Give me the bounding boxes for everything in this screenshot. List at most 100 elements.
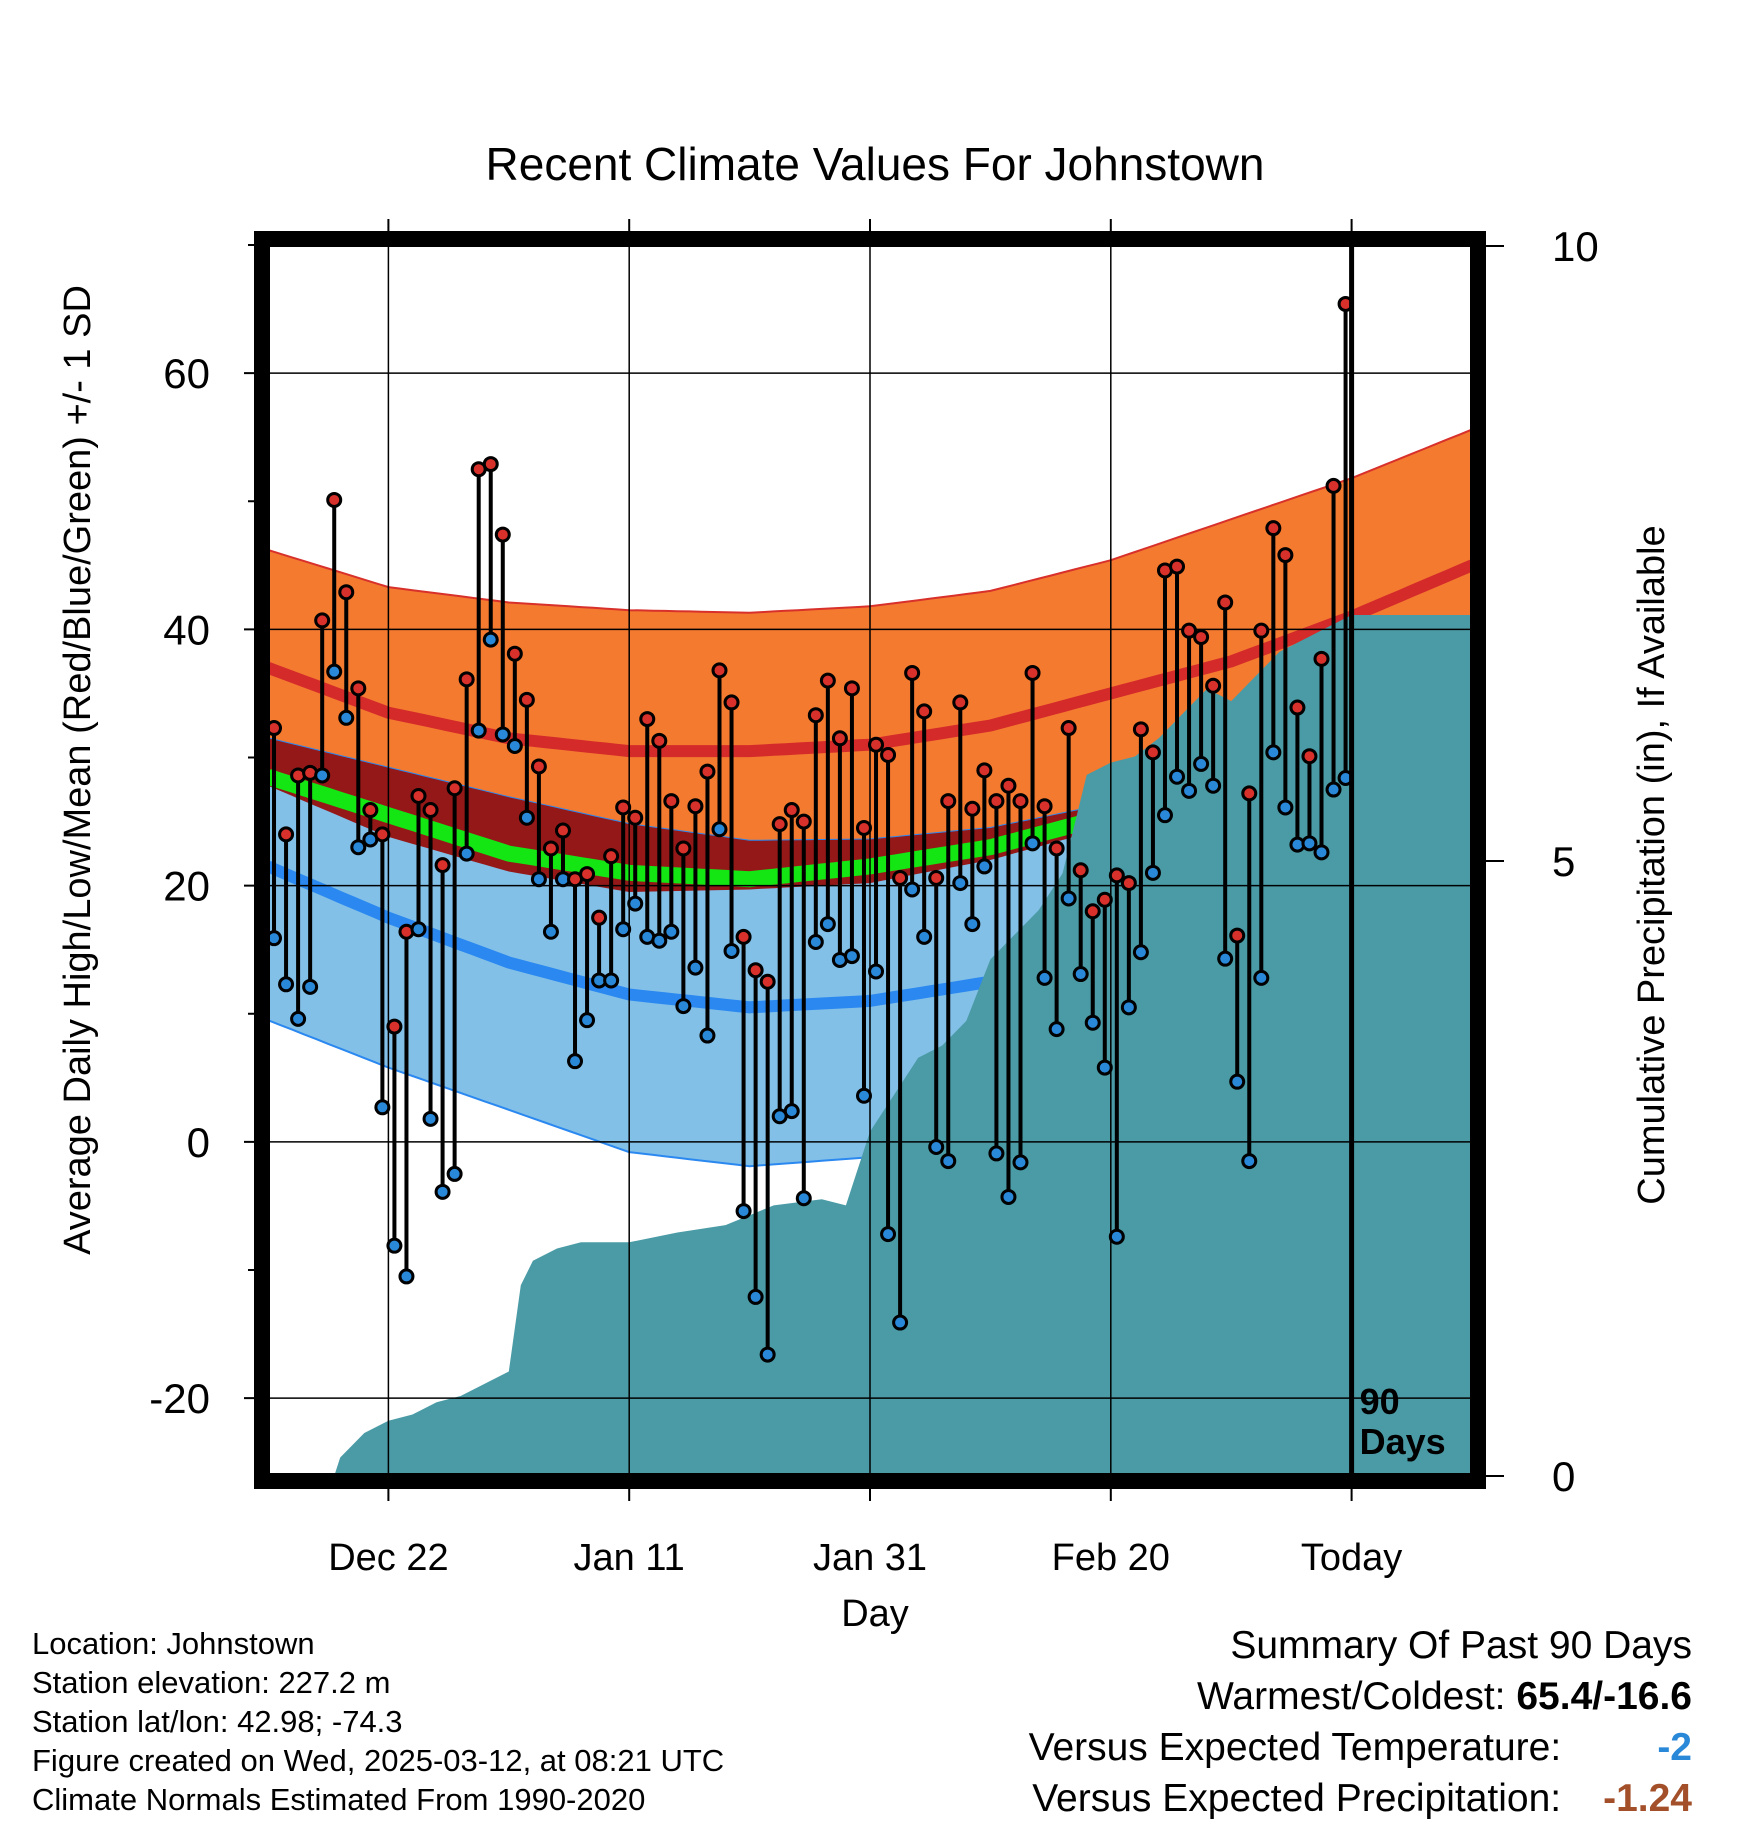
daily-high-point [1108,867,1125,884]
daily-high-point [855,819,872,836]
y2-tick-label: 0 [1552,1453,1575,1500]
info-created: Figure created on Wed, 2025-03-12, at 08… [32,1743,725,1778]
daily-high-point [386,1018,403,1035]
daily-low-point [1144,864,1161,881]
daily-high-point [1205,677,1222,694]
info-location: Location: Johnstown [32,1626,315,1661]
daily-low-point [687,959,704,976]
daily-low-point [1277,799,1294,816]
daily-high-point [783,802,800,819]
daily-high-point [843,680,860,697]
daily-high-point [482,456,499,473]
daily-low-point [711,821,728,838]
daily-high-point [904,664,921,681]
daily-low-point [482,631,499,648]
daily-high-point [1144,744,1161,761]
daily-low-point [615,921,632,938]
daily-low-point [1048,1021,1065,1038]
daily-low-point [458,845,475,862]
x-tick-label: Feb 20 [1052,1537,1170,1579]
daily-low-point [1241,1153,1258,1170]
daily-high-point [1301,748,1318,765]
daily-high-point [494,526,511,543]
daily-high-point [1096,891,1113,908]
daily-low-point [868,963,885,980]
daily-high-point [410,787,427,804]
daily-high-point [603,848,620,865]
days-label-word: Days [1360,1421,1446,1462]
daily-low-point [940,1153,957,1170]
daily-high-point [747,962,764,979]
daily-low-point [1265,744,1282,761]
daily-high-point [1132,721,1149,738]
daily-low-point [843,948,860,965]
daily-high-point [338,584,355,601]
summary-heading: Summary Of Past 90 Days [1230,1624,1692,1667]
daily-high-point [976,762,993,779]
x-tick-label: Dec 22 [328,1537,448,1579]
daily-high-point [1193,629,1210,646]
plot-frame [254,231,1486,1489]
daily-low-point [747,1288,764,1305]
daily-high-point [1012,793,1029,810]
daily-high-point [350,680,367,697]
daily-low-point [410,921,427,938]
daily-high-point [326,491,343,508]
daily-high-point [711,662,728,679]
daily-low-point [268,930,283,947]
x-tick-label: Jan 31 [813,1537,927,1579]
summary-temp-row: Versus Expected Temperature: -2 [1029,1722,1692,1773]
daily-low-point [350,839,367,856]
daily-low-point [434,1183,451,1200]
daily-high-point [735,928,752,945]
daily-high-point [268,720,283,737]
overlap-band [268,697,1472,892]
daily-low-point [446,1165,463,1182]
daily-low-point [795,1190,812,1207]
daily-high-point [699,763,716,780]
daily-high-point [1036,798,1053,815]
daily-high-point [518,691,535,708]
daily-high-point [1229,927,1246,944]
daily-low-point [1012,1154,1029,1171]
daily-low-point [675,998,692,1015]
daily-low-point [567,1053,584,1070]
daily-high-point [687,798,704,815]
daily-low-point [422,1110,439,1127]
daily-high-point [579,866,596,883]
daily-low-point [398,1268,415,1285]
daily-high-point [1253,622,1270,639]
summary-warmest-row: Warmest/Coldest: 65.4/-16.6 [1029,1671,1692,1722]
chart-title: Recent Climate Values For Johnstown [486,138,1265,190]
daily-high-point [651,732,668,749]
daily-high-point [422,802,439,819]
y2-tick-label: 10 [1552,223,1599,270]
daily-high-point [446,780,463,797]
y-axis-label: Average Daily High/Low/Mean (Red/Blue/Gr… [57,285,99,1255]
info-normals: Climate Normals Estimated From 1990-2020 [32,1782,646,1817]
daily-low-point [1096,1059,1113,1076]
daily-low-point [1036,969,1053,986]
daily-high-point [807,707,824,724]
daily-high-point [362,802,379,819]
summary-precip-label: Versus Expected Precipitation: [1032,1777,1562,1820]
daily-low-point [542,923,559,940]
daily-low-point [651,932,668,949]
daily-low-point [338,709,355,726]
daily-high-point [1084,903,1101,920]
daily-low-point [783,1103,800,1120]
precip-area [334,615,1472,1475]
daily-low-point [1205,777,1222,794]
daily-low-point [518,809,535,826]
daily-low-point [663,923,680,940]
daily-low-point [1000,1188,1017,1205]
daily-low-point [530,871,547,888]
daily-high-point [1289,699,1306,716]
daily-high-point [1000,777,1017,794]
daily-high-point [554,822,571,839]
daily-low-point [1193,755,1210,772]
daily-high-point [1241,785,1258,802]
daily-high-point [1072,862,1089,879]
daily-high-point [591,909,608,926]
